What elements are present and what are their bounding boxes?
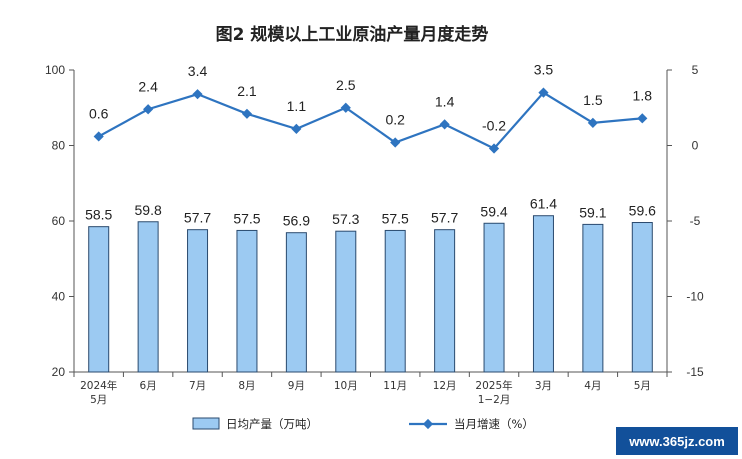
line-value-label: 1.8 — [633, 87, 653, 103]
bar — [532, 215, 554, 373]
bar — [236, 229, 258, 373]
bar — [631, 222, 653, 373]
line-value-label: 1.1 — [287, 98, 307, 114]
bar-value-label: 57.7 — [184, 210, 211, 226]
y-left-tick-label: 40 — [52, 290, 66, 304]
bar-value-label: 56.9 — [283, 213, 310, 229]
x-tick-label: 4月 — [584, 380, 601, 392]
line-value-label: 2.4 — [138, 78, 158, 94]
line-point — [439, 119, 450, 130]
line-point — [143, 104, 154, 115]
bar-value-label: 59.1 — [579, 204, 606, 220]
bar — [483, 222, 505, 373]
x-tick-label: 9月 — [288, 380, 305, 392]
y-right-tick-label: -15 — [686, 365, 704, 379]
x-tick-label: 5月 — [90, 394, 107, 406]
bar — [434, 229, 456, 373]
bar-value-label: 57.7 — [431, 210, 458, 226]
bar — [187, 229, 209, 373]
x-tick-label: 12月 — [433, 380, 457, 392]
line-point — [291, 123, 302, 134]
legend-label-bar: 日均产量（万吨） — [226, 417, 318, 431]
plot-area: 20 40 60 80 100 -15 -10 -5 0 5 2024年 5月 6月 7月 8月 9月 10月 1… — [45, 62, 704, 406]
legend-label-line: 当月增速（%） — [454, 417, 534, 431]
line-value-label: 3.5 — [534, 62, 554, 78]
bar — [285, 232, 307, 373]
y-right-tick-label: 0 — [692, 139, 699, 153]
line-point — [637, 113, 648, 124]
line-point — [390, 137, 401, 148]
line-value-label: 0.6 — [89, 105, 109, 121]
bar-value-label: 59.6 — [629, 203, 656, 219]
line-point — [488, 143, 500, 154]
bar — [88, 226, 110, 373]
bar-value-label: 61.4 — [530, 196, 557, 212]
line-point — [192, 89, 203, 100]
line-point — [241, 108, 253, 119]
line-value-label: 3.4 — [188, 63, 208, 79]
bar-value-label: 59.4 — [480, 203, 507, 219]
bar-value-label: 57.3 — [332, 211, 359, 227]
line-value-label: 0.2 — [385, 111, 405, 127]
x-tick-label: 11月 — [383, 380, 407, 392]
legend-line-marker — [422, 418, 434, 430]
chart-title: 图2 规模以上工业原油产量月度走势 — [216, 24, 489, 45]
bar-value-label: 58.5 — [85, 207, 112, 223]
x-tick-label: 8月 — [238, 380, 255, 392]
x-tick-label: 5月 — [634, 380, 651, 392]
y-right-tick-label: -5 — [690, 214, 701, 228]
watermark: www.365jz.com — [616, 427, 738, 455]
y-left-tick-label: 60 — [52, 214, 66, 228]
line-point — [93, 131, 104, 142]
line-value-label: 1.4 — [435, 93, 455, 109]
line-point — [340, 102, 351, 113]
x-tick-label: 1−2月 — [478, 394, 511, 406]
bar — [137, 221, 159, 373]
x-tick-label: 2025年 — [475, 379, 512, 392]
x-tick-label: 6月 — [140, 380, 157, 392]
watermark-text: www.365jz.com — [628, 434, 725, 449]
line-value-label: 2.1 — [237, 83, 257, 99]
bar-value-label: 57.5 — [382, 210, 409, 226]
bar — [384, 229, 406, 373]
growth-line — [98, 91, 643, 150]
line-point — [587, 117, 598, 128]
line-value-label: 2.5 — [336, 77, 356, 93]
line-value-label: 1.5 — [583, 92, 603, 108]
bar-value-label: 57.5 — [233, 210, 260, 226]
x-tick-label: 7月 — [189, 380, 206, 392]
bar — [335, 230, 357, 373]
y-left-tick-label: 100 — [45, 63, 65, 77]
x-tick-label: 2024年 — [80, 379, 117, 392]
y-right-tick-label: -10 — [686, 290, 704, 304]
y-left-tick-label: 80 — [52, 139, 66, 153]
watermark-background — [616, 427, 738, 455]
x-tick-label: 10月 — [334, 380, 358, 392]
legend: 日均产量（万吨） 当月增速（%） — [192, 417, 534, 431]
legend-bar-swatch — [192, 417, 220, 430]
x-tick-label: 3月 — [535, 380, 552, 392]
y-left-tick-label: 20 — [52, 365, 66, 379]
line-value-label: -0.2 — [482, 118, 506, 134]
bar-value-label: 59.8 — [135, 202, 162, 218]
bar — [582, 223, 604, 373]
y-right-tick-label: 5 — [692, 63, 699, 77]
